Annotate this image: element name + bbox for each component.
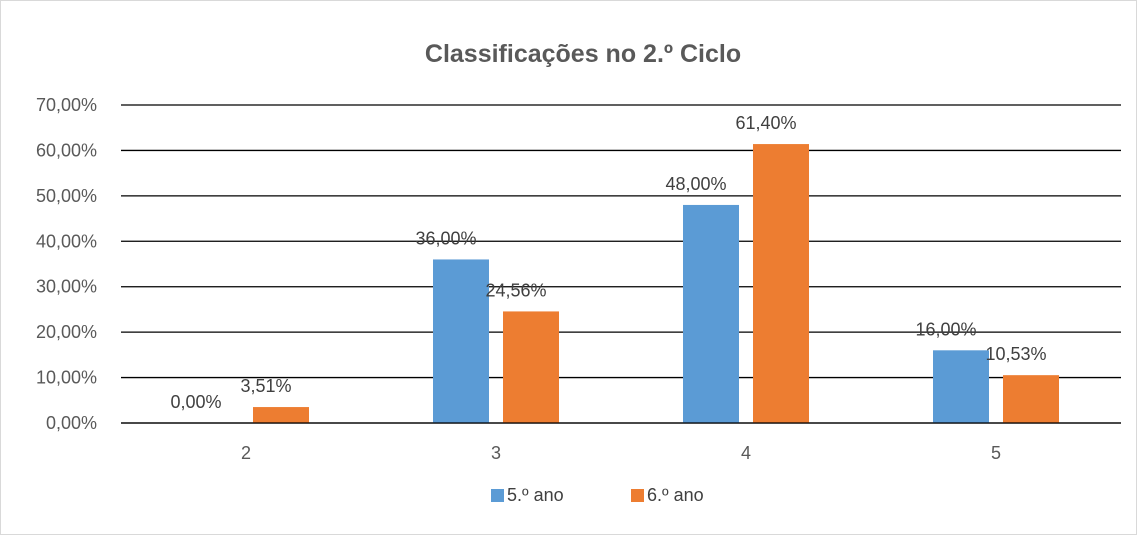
- legend-label: 5.º ano: [507, 485, 564, 505]
- x-tick-label: 5: [991, 443, 1001, 463]
- data-label: 48,00%: [665, 174, 726, 194]
- legend-swatch: [491, 489, 504, 502]
- data-label: 0,00%: [170, 392, 221, 412]
- bar-6-ano: [1003, 375, 1059, 423]
- y-tick-label: 0,00%: [46, 413, 97, 433]
- x-axis-ticks: 2 3 4 5: [121, 422, 1121, 463]
- data-label: 24,56%: [485, 280, 546, 300]
- legend-label: 6.º ano: [647, 485, 704, 505]
- bar-6-ano: [753, 144, 809, 423]
- y-tick-label: 30,00%: [36, 277, 97, 297]
- bar-6-ano: [253, 407, 309, 423]
- x-tick-label: 3: [491, 443, 501, 463]
- y-tick-label: 10,00%: [36, 368, 97, 388]
- bar-5-ano: [933, 350, 989, 423]
- y-tick-label: 70,00%: [36, 95, 97, 115]
- legend-swatch: [631, 489, 644, 502]
- data-label: 36,00%: [415, 228, 476, 248]
- legend: 5.º ano 6.º ano: [491, 485, 704, 505]
- data-label: 3,51%: [240, 376, 291, 396]
- data-label: 10,53%: [985, 344, 1046, 364]
- y-tick-label: 50,00%: [36, 186, 97, 206]
- bar-5-ano: [683, 204, 739, 423]
- data-labels: 0,00% 3,51% 36,00% 24,56% 48,00% 61,40% 16,00%…: [170, 113, 1046, 412]
- x-tick-label: 2: [241, 443, 251, 463]
- data-label: 16,00%: [915, 319, 976, 339]
- bars: [253, 144, 1059, 423]
- chart-title: Classificações no 2.º Ciclo: [425, 40, 741, 68]
- bar-5-ano: [433, 259, 489, 423]
- y-tick-label: 60,00%: [36, 140, 97, 160]
- data-label: 61,40%: [735, 113, 796, 133]
- bar-6-ano: [503, 311, 559, 423]
- y-tick-label: 40,00%: [36, 231, 97, 251]
- y-axis-ticks: 0,00% 10,00% 20,00% 30,00% 40,00% 50,00% 60,00…: [36, 95, 97, 433]
- x-tick-label: 4: [741, 443, 751, 463]
- y-tick-label: 20,00%: [36, 322, 97, 342]
